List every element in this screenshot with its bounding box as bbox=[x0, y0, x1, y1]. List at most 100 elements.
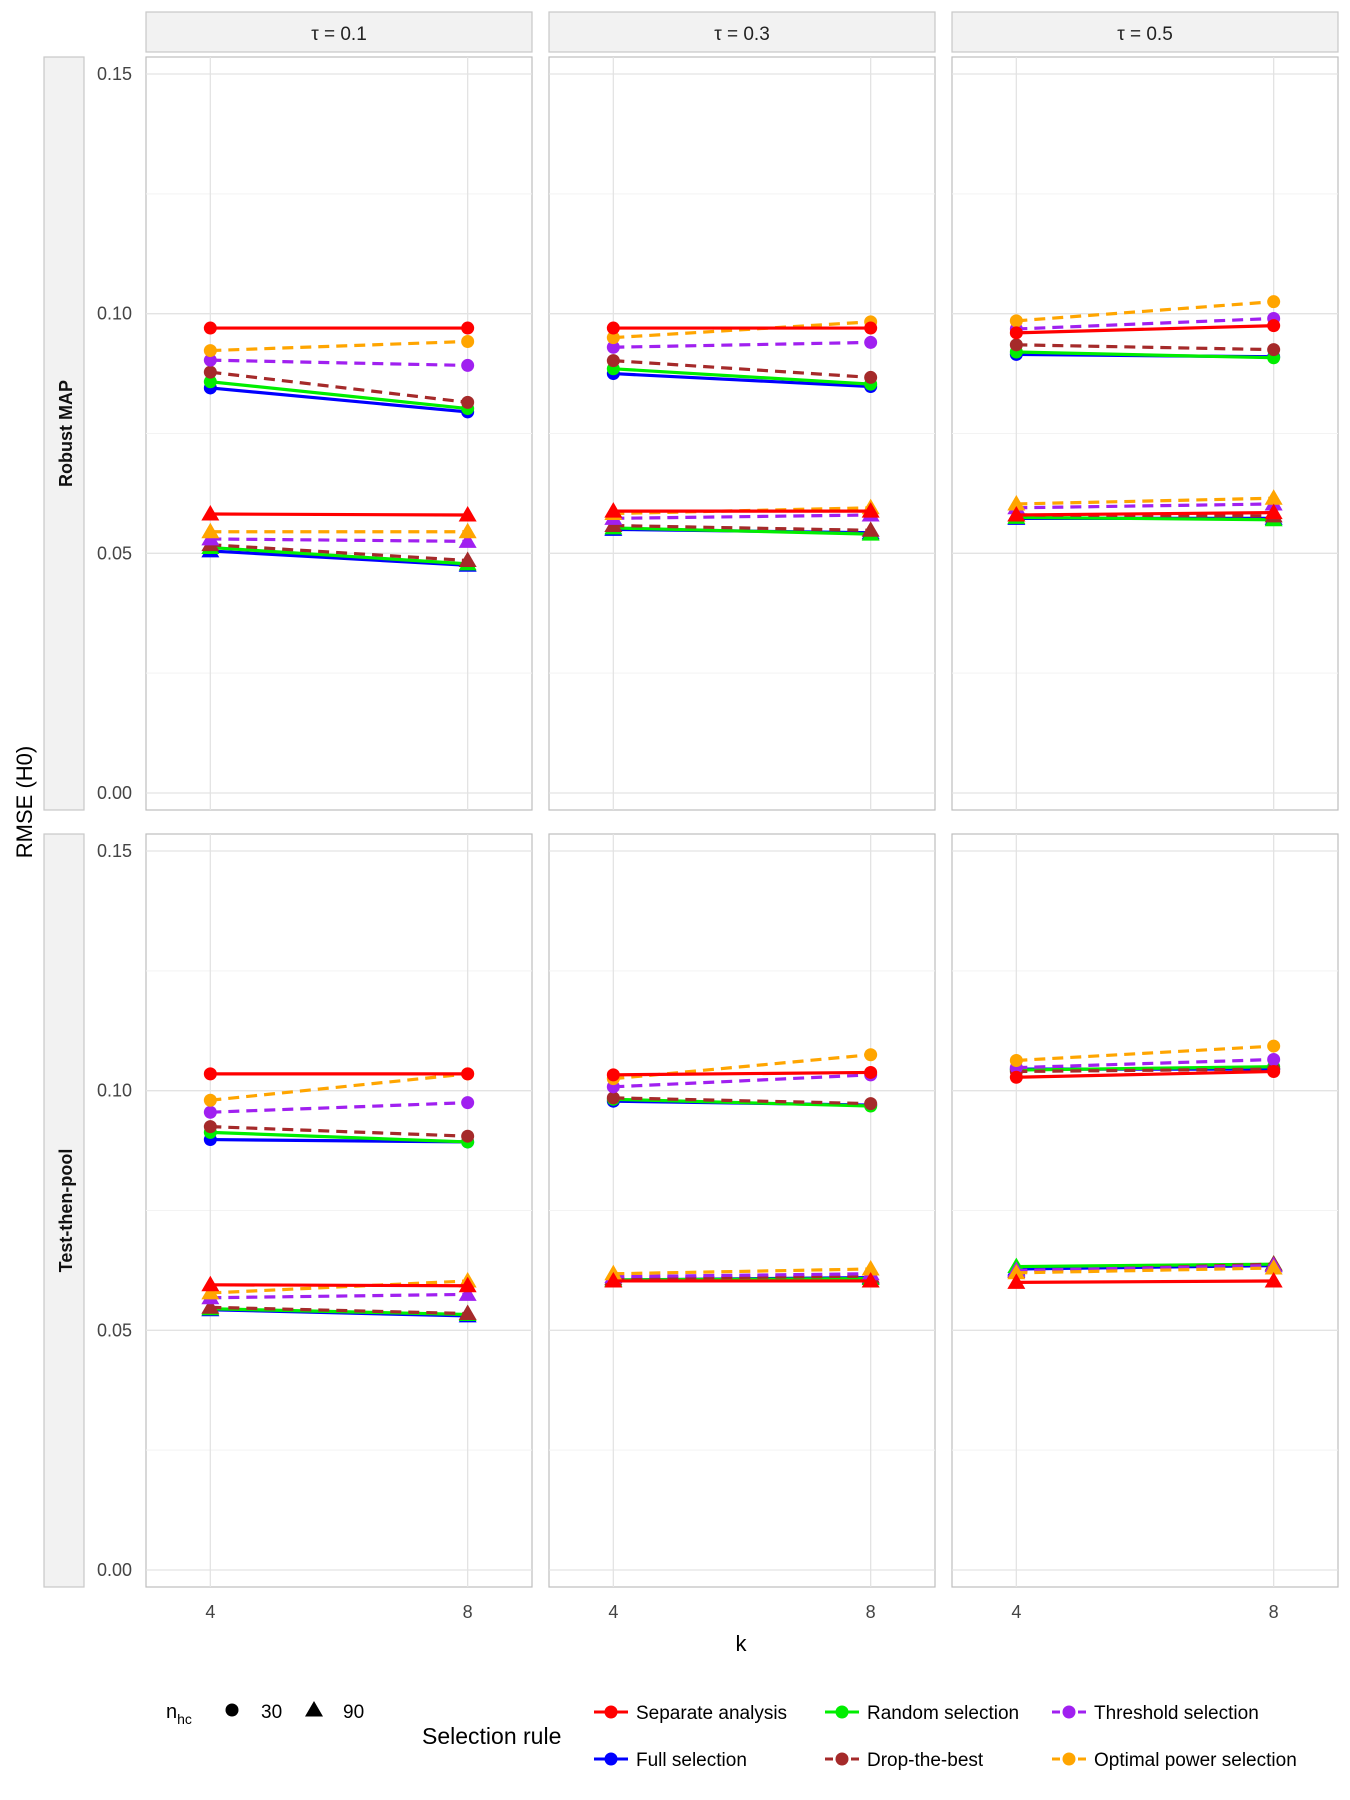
series-separate-analysis-nhc90 bbox=[201, 505, 477, 522]
x-tick-label: 4 bbox=[205, 1602, 215, 1622]
legend-nhc-label: 90 bbox=[343, 1702, 364, 1723]
legend-rule-key bbox=[594, 1752, 628, 1766]
data-point bbox=[458, 522, 477, 539]
data-point bbox=[1267, 343, 1281, 357]
series-line bbox=[210, 358, 468, 368]
data-point bbox=[861, 1271, 880, 1288]
data-point bbox=[461, 334, 475, 348]
series-line bbox=[1016, 343, 1274, 352]
data-point bbox=[203, 1093, 217, 1107]
series-separate-analysis-nhc90 bbox=[1007, 503, 1283, 522]
panel-robust-map-0 bbox=[145, 56, 533, 811]
y-tick-label: 0.10 bbox=[97, 1081, 132, 1101]
series-line bbox=[210, 339, 468, 353]
series-line bbox=[613, 1070, 871, 1077]
legend-rule-label: Random selection bbox=[867, 1703, 1019, 1724]
series-line bbox=[613, 367, 871, 386]
series-line bbox=[1016, 515, 1274, 522]
column-strip bbox=[548, 11, 936, 53]
series-line bbox=[1016, 1044, 1274, 1063]
row-strip bbox=[43, 833, 85, 1588]
data-point bbox=[1264, 503, 1283, 520]
series-drop-the-best-nhc30 bbox=[606, 1091, 878, 1111]
series-line bbox=[210, 1072, 468, 1102]
series-line bbox=[1016, 324, 1274, 335]
legend-nhc-key bbox=[305, 1701, 323, 1717]
data-point bbox=[458, 1304, 477, 1321]
data-point bbox=[1007, 505, 1026, 522]
data-point bbox=[864, 1048, 878, 1062]
x-tick-label: 4 bbox=[608, 1602, 618, 1622]
series-line bbox=[1016, 1069, 1274, 1079]
data-point bbox=[203, 353, 217, 367]
series-line bbox=[613, 1272, 871, 1279]
row-strip-label: Robust MAP bbox=[56, 380, 76, 487]
series-threshold-selection-nhc30 bbox=[203, 1096, 475, 1119]
series-line bbox=[613, 1096, 871, 1106]
data-point bbox=[1007, 494, 1026, 511]
panel-robust-map-1 bbox=[548, 56, 936, 811]
series-separate-analysis-nhc30 bbox=[203, 321, 475, 335]
data-point bbox=[604, 1271, 623, 1288]
legend-nhc-title: nhc bbox=[166, 1701, 192, 1727]
panels: τ = 0.1 τ = 0.3 τ = 0.5 Robust MAP Test-then… bbox=[43, 11, 1339, 1622]
data-point bbox=[606, 354, 620, 368]
y-axis-title: RMSE (H0) bbox=[12, 746, 37, 858]
series-line bbox=[613, 320, 871, 340]
legend-rule-label: Separate analysis bbox=[636, 1703, 787, 1724]
data-point bbox=[1007, 1263, 1026, 1280]
row-strip-label: Test-then-pool bbox=[56, 1149, 76, 1273]
data-point bbox=[864, 1065, 878, 1079]
panel-test-then-pool-0 bbox=[145, 833, 533, 1588]
series-threshold-selection-nhc30 bbox=[606, 335, 878, 354]
series-line bbox=[1016, 1262, 1274, 1269]
series-line bbox=[1016, 1279, 1274, 1284]
legend-rule-point bbox=[835, 1752, 849, 1766]
legend-rule-key bbox=[594, 1705, 628, 1719]
x-tick-label: 8 bbox=[866, 1602, 876, 1622]
series-optimal-power-selection-nhc30 bbox=[1009, 1039, 1281, 1067]
data-point bbox=[864, 370, 878, 384]
series-line bbox=[210, 1279, 468, 1295]
data-point bbox=[606, 1068, 620, 1082]
column-strip bbox=[951, 11, 1339, 53]
data-point bbox=[201, 1283, 220, 1300]
panel-test-then-pool-2 bbox=[951, 833, 1339, 1588]
series-line bbox=[1016, 350, 1274, 360]
data-point bbox=[1264, 489, 1283, 505]
data-point bbox=[1264, 1271, 1283, 1288]
series-line bbox=[210, 386, 468, 414]
legend-nhc-title-subscript: hc bbox=[177, 1711, 192, 1727]
data-point bbox=[461, 1096, 475, 1110]
series-separate-analysis-nhc90 bbox=[1007, 1271, 1283, 1289]
series-line bbox=[1016, 1057, 1274, 1070]
data-point bbox=[1267, 1039, 1281, 1053]
series-line bbox=[210, 1125, 468, 1138]
panel-test-then-pool-1 bbox=[548, 833, 936, 1588]
y-tick-label: 0.00 bbox=[97, 1560, 132, 1580]
data-point bbox=[606, 340, 620, 354]
legend-nhc-key bbox=[225, 1703, 239, 1717]
series-optimal-power-selection-nhc90 bbox=[201, 522, 477, 539]
legend-rule-label: Threshold selection bbox=[1094, 1703, 1259, 1724]
data-point bbox=[458, 532, 477, 548]
legend-rule-point bbox=[604, 1752, 618, 1766]
row-strip bbox=[43, 56, 85, 811]
legend-rule-point bbox=[1062, 1705, 1076, 1719]
x-tick-label: 4 bbox=[1011, 1602, 1021, 1622]
data-point bbox=[203, 365, 217, 379]
legend: nhc 30 90 Selection rule Separate analysis Fu… bbox=[166, 1701, 1297, 1771]
data-point bbox=[604, 502, 623, 518]
series-line bbox=[613, 359, 871, 380]
legend-nhc-label: 30 bbox=[261, 1702, 282, 1723]
series-line bbox=[1016, 510, 1274, 517]
series-separate-analysis-nhc30 bbox=[606, 321, 878, 335]
data-point bbox=[201, 505, 220, 521]
series-line bbox=[210, 370, 468, 404]
y-tick-label: 0.00 bbox=[97, 783, 132, 803]
data-point bbox=[1009, 1053, 1023, 1067]
series-line bbox=[210, 512, 468, 517]
data-point bbox=[461, 1067, 475, 1081]
series-line bbox=[210, 380, 468, 411]
